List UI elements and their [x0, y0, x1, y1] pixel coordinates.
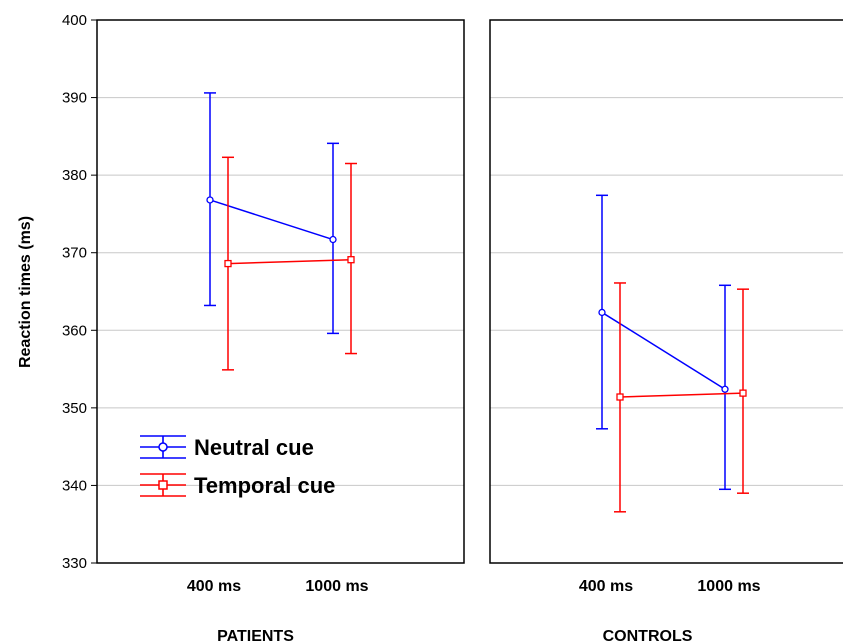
series-line [227, 258, 352, 265]
y-tick-label: 380 [62, 167, 87, 184]
panel-label: CONTROLS [603, 628, 693, 644]
grid-layer [97, 97, 843, 486]
x-tick-label: 1000 ms [305, 578, 368, 595]
data-point [739, 389, 747, 397]
data-point [616, 393, 624, 401]
panel-frame [489, 19, 843, 564]
y-tick-label: 360 [62, 322, 87, 339]
series-line [619, 392, 744, 398]
legend: Neutral cue Temporal cue [140, 435, 335, 498]
y-tick-label: 400 [62, 12, 87, 29]
data-point [721, 385, 729, 393]
series-line [209, 199, 334, 241]
legend-label: Temporal cue [194, 473, 335, 498]
frame-layer [96, 19, 843, 564]
legend-label: Neutral cue [194, 435, 314, 460]
x-tick-label: 400 ms [579, 578, 633, 595]
x-tick-label: 1000 ms [697, 578, 760, 595]
panel-label: PATIENTS [217, 628, 294, 644]
data-point [206, 196, 214, 204]
data-point [224, 259, 232, 268]
y-tick-label: 340 [62, 477, 87, 494]
y-tick-label: 390 [62, 90, 87, 107]
data-point [598, 308, 606, 317]
panel-frame [96, 19, 465, 564]
y-tick-label: 330 [62, 555, 87, 572]
series-line [601, 311, 726, 390]
legend-marker [158, 442, 168, 452]
y-tick-label: 370 [62, 245, 87, 262]
data-layer [204, 92, 749, 513]
data-point [329, 235, 337, 244]
y-axis: 330 340 350 360 370 380 390 400 400 ms 1000 ms PAT… [62, 12, 761, 644]
x-tick-label: 400 ms [187, 578, 241, 595]
y-tick-label: 350 [62, 400, 87, 417]
data-point [347, 256, 355, 264]
legend-marker [158, 480, 168, 490]
y-axis-label: Reaction times (ms) [17, 216, 34, 368]
